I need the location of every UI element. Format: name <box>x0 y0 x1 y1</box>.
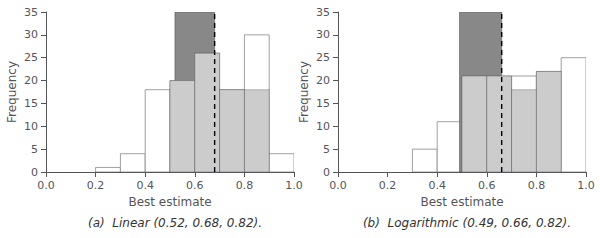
svg-text:5: 5 <box>323 143 330 156</box>
svg-text:35: 35 <box>24 6 38 19</box>
svg-text:0.6: 0.6 <box>478 179 496 192</box>
svg-text:30: 30 <box>24 28 38 41</box>
svg-text:30: 30 <box>316 28 330 41</box>
svg-text:0.0: 0.0 <box>37 179 55 192</box>
svg-text:Frequency: Frequency <box>297 61 311 123</box>
svg-text:0: 0 <box>31 166 38 179</box>
svg-text:(a) Linear (0.52, 0.68, 0.82): (a) Linear (0.52, 0.68, 0.82). <box>88 216 262 230</box>
svg-text:15: 15 <box>24 97 38 110</box>
svg-text:1.0: 1.0 <box>285 179 303 192</box>
svg-text:0: 0 <box>323 166 330 179</box>
svg-text:0.4: 0.4 <box>136 179 154 192</box>
svg-text:35: 35 <box>316 6 330 19</box>
svg-text:Best estimate: Best estimate <box>128 195 211 209</box>
svg-text:0.8: 0.8 <box>236 179 254 192</box>
svg-text:(b) Logarithmic (0.49, 0.66,: (b) Logarithmic (0.49, 0.66, 0.82). <box>363 216 571 230</box>
svg-text:Best estimate: Best estimate <box>420 195 503 209</box>
svg-text:10: 10 <box>24 120 38 133</box>
svg-text:25: 25 <box>24 51 38 64</box>
svg-text:0.0: 0.0 <box>329 179 347 192</box>
svg-text:15: 15 <box>316 97 330 110</box>
svg-text:10: 10 <box>316 120 330 133</box>
svg-text:0.4: 0.4 <box>428 179 446 192</box>
svg-text:Frequency: Frequency <box>5 61 19 123</box>
svg-text:20: 20 <box>24 74 38 87</box>
svg-text:0.6: 0.6 <box>186 179 204 192</box>
svg-text:20: 20 <box>316 74 330 87</box>
svg-text:0.2: 0.2 <box>379 179 397 192</box>
svg-text:0.8: 0.8 <box>528 179 546 192</box>
svg-text:5: 5 <box>31 143 38 156</box>
svg-text:0.2: 0.2 <box>87 179 105 192</box>
svg-text:1.0: 1.0 <box>577 179 595 192</box>
svg-text:25: 25 <box>316 51 330 64</box>
